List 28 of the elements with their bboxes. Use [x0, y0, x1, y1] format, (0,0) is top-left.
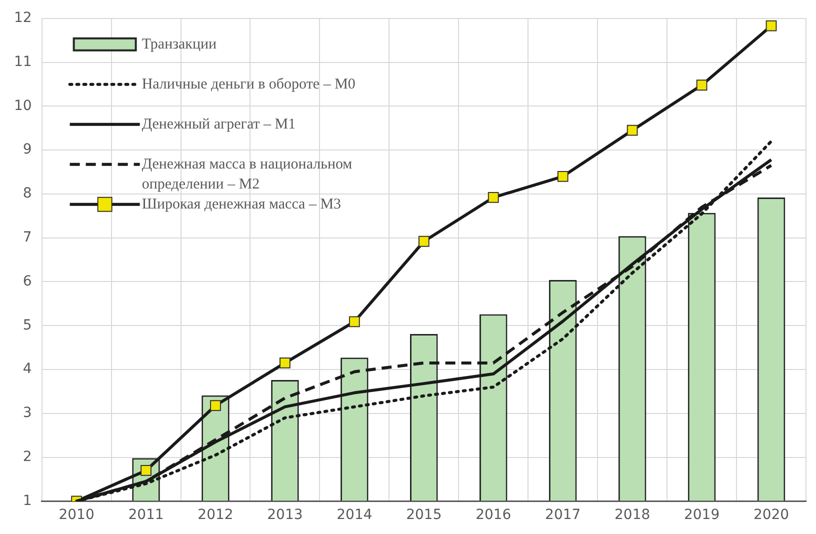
x-tick-label: 2020 [753, 507, 790, 524]
x-tick-label: 2017 [545, 507, 581, 524]
legend-label: Транзакции [142, 36, 217, 52]
legend-label: Денежная масса в национальном определении – М2 [142, 156, 353, 192]
y-tick-label: 10 [14, 98, 32, 114]
x-tick-label: 2010 [58, 507, 94, 524]
y-tick-label: 3 [22, 405, 32, 422]
y-tick-label: 1 [22, 492, 32, 509]
x-tick-label: 2011 [128, 507, 164, 524]
y-tick-label: 7 [22, 229, 32, 246]
y-tick-label: 9 [22, 142, 32, 158]
y-tick-label: 11 [14, 54, 32, 70]
legend-label: Денежный агрегат – М1 [142, 116, 296, 132]
y-tick-label: 12 [14, 10, 32, 26]
x-tick-label: 2013 [267, 507, 303, 524]
x-tick-label: 2015 [406, 507, 442, 524]
x-tick-label: 2016 [476, 507, 512, 524]
x-tick-label: 2018 [614, 507, 650, 524]
y-tick-label: 4 [22, 361, 32, 378]
x-tick-label: 2014 [336, 507, 372, 524]
y-tick-label: 6 [22, 273, 32, 290]
legend-label: Широкая денежная масса – М3 [142, 196, 342, 212]
y-tick-label: 8 [22, 186, 32, 202]
legend-label: Наличные деньги в обороте – М0 [142, 76, 356, 92]
x-tick-label: 2019 [684, 507, 720, 524]
y-tick-label: 2 [22, 448, 32, 465]
y-tick-label: 5 [22, 317, 32, 334]
x-tick-label: 2012 [198, 507, 234, 524]
